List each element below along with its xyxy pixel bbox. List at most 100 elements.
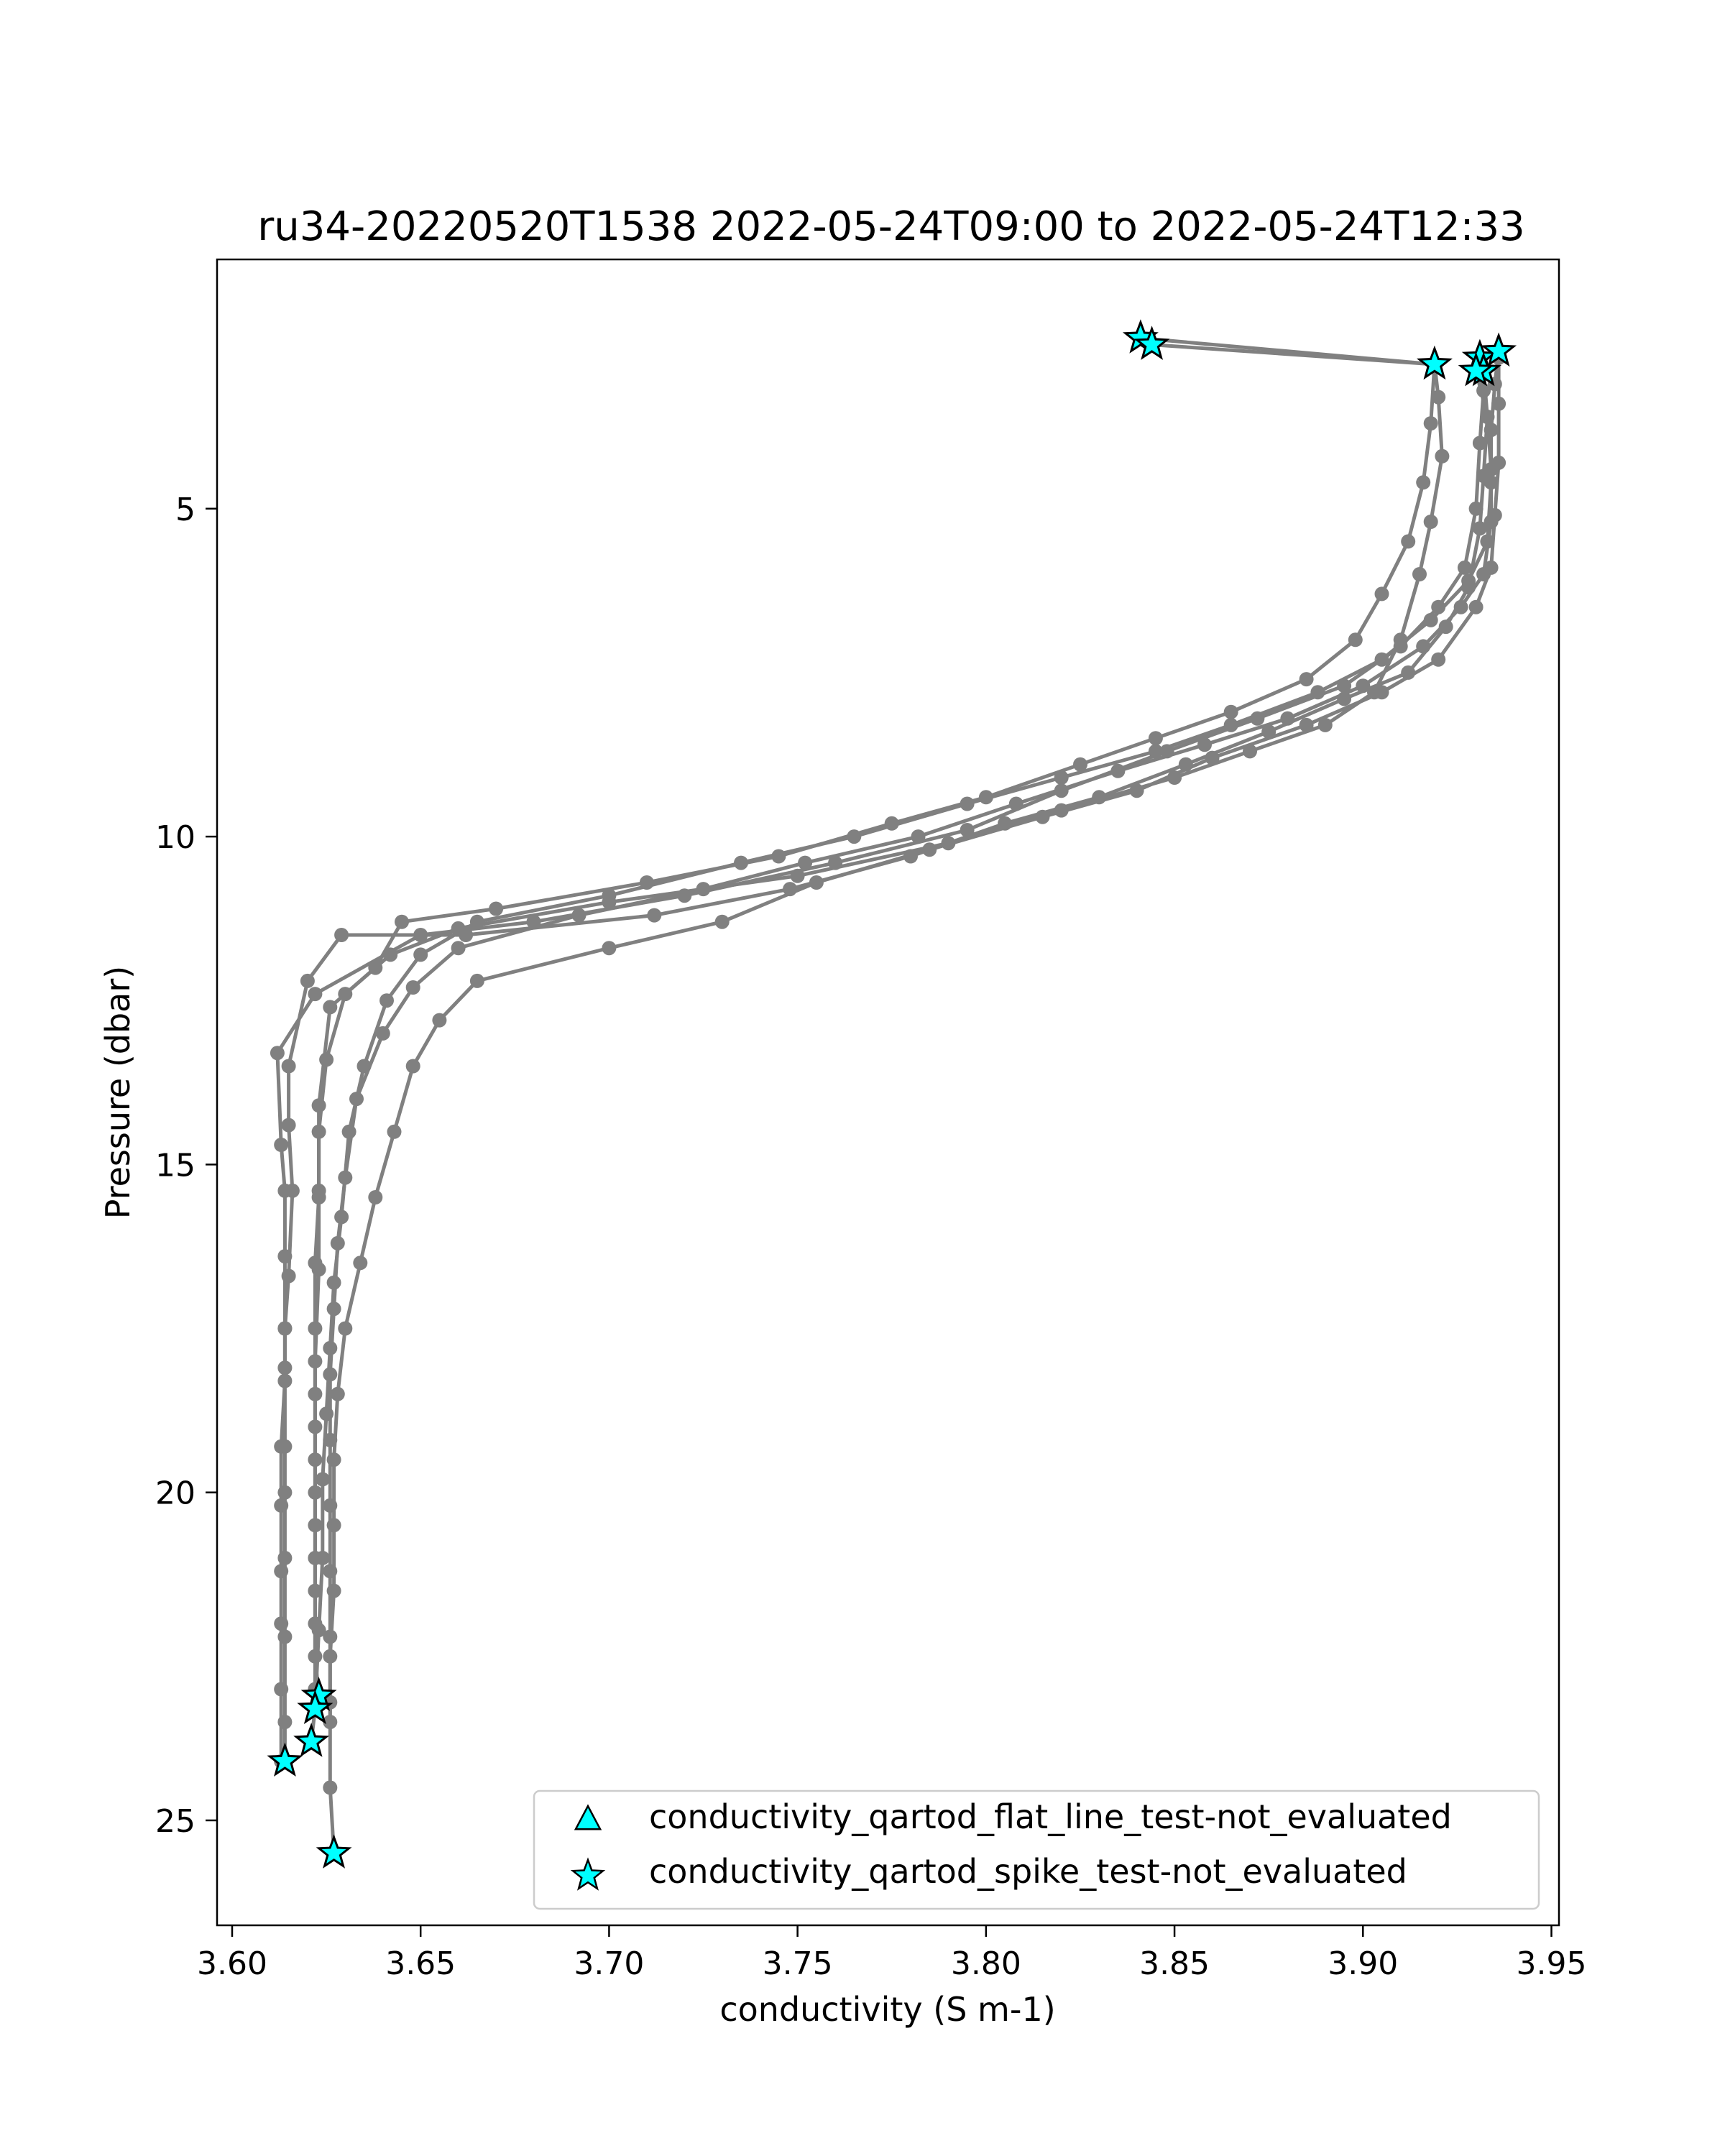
data-point — [1484, 423, 1499, 438]
data-point — [960, 796, 975, 811]
data-point — [323, 1340, 338, 1355]
y-tick-label: 15 — [155, 1147, 196, 1184]
data-point — [277, 1249, 293, 1264]
data-point — [1461, 573, 1476, 589]
data-point — [277, 1485, 293, 1500]
data-point — [1457, 560, 1472, 575]
data-point — [319, 1406, 334, 1422]
data-point — [311, 1262, 326, 1277]
data-point — [330, 1235, 345, 1250]
data-point — [356, 1059, 372, 1074]
data-point — [300, 973, 315, 988]
profile-line-1 — [313, 336, 1444, 1696]
spike-flag-star — [267, 1742, 303, 1777]
data-point — [338, 1321, 353, 1336]
legend: conductivity_qartod_flat_line_test-not_e… — [533, 1789, 1540, 1910]
profile-line-4 — [282, 370, 1489, 1761]
data-point — [798, 855, 813, 870]
data-point — [308, 1354, 323, 1369]
data-point — [911, 829, 926, 844]
data-point — [334, 1210, 349, 1225]
legend-triangle-icon — [574, 1804, 602, 1830]
data-point — [353, 1256, 368, 1271]
data-point — [326, 1583, 341, 1598]
y-tick-label: 20 — [155, 1475, 196, 1512]
data-point — [281, 1268, 296, 1284]
data-point — [319, 1052, 334, 1067]
data-point — [1310, 685, 1325, 700]
data-point — [338, 987, 353, 1002]
data-point — [277, 1321, 293, 1336]
data-point — [1223, 704, 1238, 719]
data-point — [387, 1124, 402, 1139]
data-point — [334, 928, 349, 942]
flag-markers — [267, 319, 1517, 1869]
data-point — [1423, 515, 1438, 529]
data-point — [308, 1386, 323, 1401]
data-point — [489, 901, 504, 916]
data-point — [1148, 744, 1163, 759]
data-point — [1337, 678, 1352, 694]
data-point — [1416, 639, 1431, 654]
data-point — [323, 1629, 338, 1644]
data-point — [639, 875, 654, 890]
profile-line-6 — [328, 370, 1494, 1853]
data-point — [383, 947, 398, 962]
profile-lines — [275, 336, 1501, 1853]
data-point — [1073, 757, 1087, 772]
data-point — [380, 993, 394, 1008]
data-point — [326, 1275, 341, 1290]
data-point — [405, 1059, 420, 1074]
data-point — [413, 947, 428, 962]
data-point — [1438, 619, 1453, 635]
data-point — [274, 1498, 289, 1513]
data-point — [1167, 770, 1182, 785]
data-point — [341, 1124, 356, 1139]
x-tick-label: 3.95 — [1517, 1945, 1587, 1982]
data-point — [1092, 790, 1107, 805]
x-tick-label: 3.75 — [763, 1945, 833, 1982]
y-tick-label: 5 — [175, 492, 196, 528]
data-point — [1487, 507, 1502, 522]
data-point — [1348, 632, 1363, 648]
data-point — [783, 882, 798, 897]
data-point — [395, 914, 409, 929]
spike-flag-star — [293, 1723, 330, 1757]
data-point — [1035, 809, 1050, 824]
data-point — [1435, 448, 1450, 464]
data-point — [1243, 744, 1257, 759]
data-point — [1250, 711, 1265, 726]
data-point — [1205, 750, 1220, 765]
data-point — [323, 1498, 338, 1513]
data-point — [315, 1472, 330, 1487]
data-point — [277, 1360, 293, 1376]
profile-line-2 — [313, 343, 1437, 1709]
data-point — [1054, 783, 1069, 798]
data-point — [734, 855, 748, 870]
y-tick-label: 10 — [155, 819, 196, 856]
data-point — [274, 1616, 289, 1631]
data-point — [330, 1386, 345, 1401]
data-point — [1280, 711, 1295, 726]
legend-box — [533, 1789, 1540, 1910]
data-point — [1431, 652, 1446, 667]
data-point — [903, 849, 918, 864]
data-point — [1148, 731, 1163, 746]
data-point — [1401, 534, 1416, 549]
x-tick-label: 3.70 — [574, 1945, 644, 1982]
data-point — [285, 1183, 300, 1198]
data-point — [1480, 410, 1495, 424]
data-point — [323, 1564, 338, 1579]
data-point — [647, 908, 662, 923]
data-point — [1431, 390, 1446, 405]
data-point — [459, 928, 474, 942]
data-point — [311, 1098, 326, 1113]
data-point — [1416, 475, 1431, 490]
data-point — [1159, 744, 1174, 759]
data-point — [270, 1046, 285, 1061]
spike-flag-star — [1133, 326, 1170, 360]
data-point — [308, 1321, 323, 1336]
data-point — [677, 888, 692, 903]
data-point — [1476, 383, 1491, 398]
data-point — [274, 1682, 289, 1697]
